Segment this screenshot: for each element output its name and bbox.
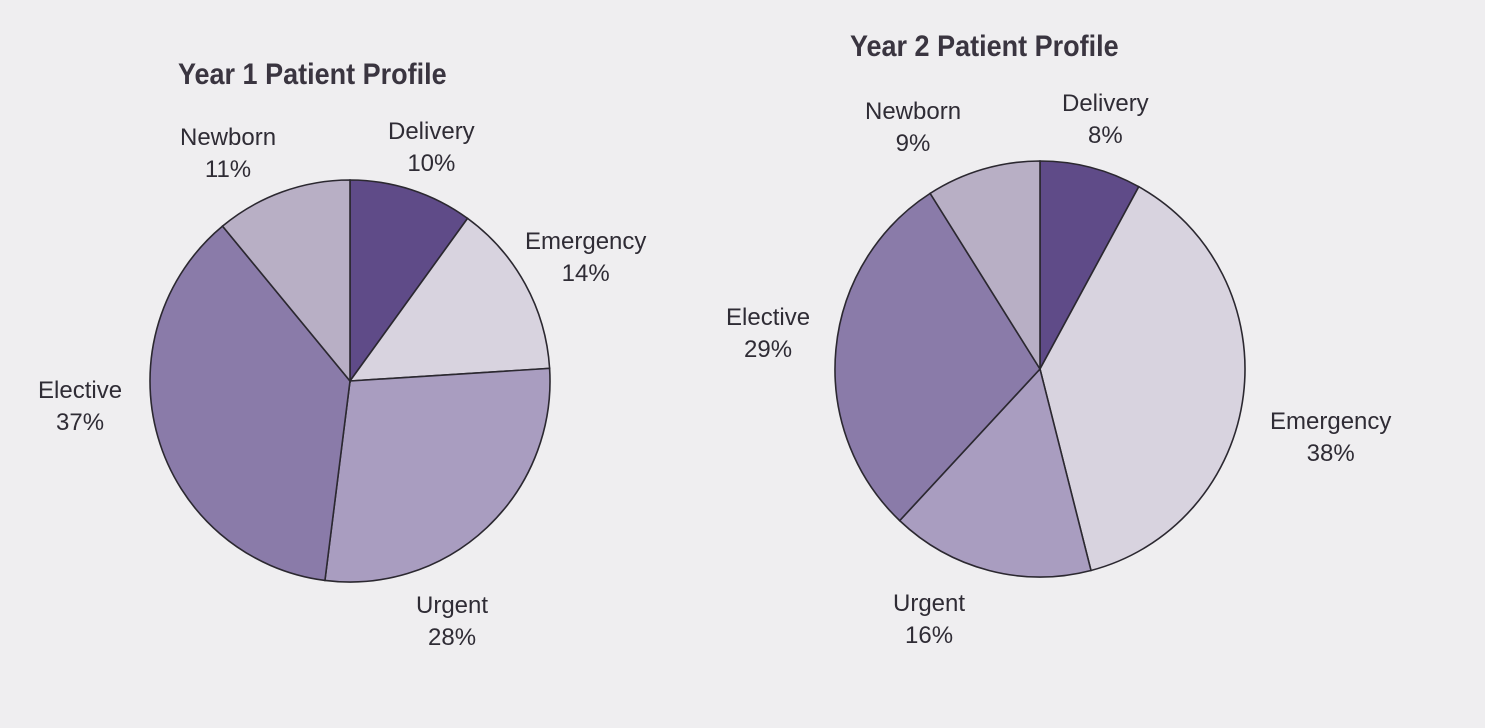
label-elective: Elective 29% — [726, 304, 811, 363]
pie-slice-emergency — [348, 217, 551, 382]
label-delivery: Delivery 8% — [1062, 90, 1149, 149]
pie-slice-newborn — [929, 160, 1041, 372]
label-emergency: Emergency 38% — [1270, 408, 1392, 467]
label-emergency: Emergency 14% — [525, 228, 647, 287]
pie-slice-urgent — [324, 367, 551, 583]
label-newborn: Newborn 11% — [180, 124, 277, 183]
label-newborn: Newborn 9% — [865, 98, 962, 157]
pie-slice-elective — [149, 224, 351, 582]
chart-1-title: Year 1 Patient Profile — [178, 58, 447, 91]
pie-slice-delivery — [349, 179, 469, 384]
label-delivery: Delivery 10% — [388, 118, 475, 177]
pie-slice-elective — [834, 192, 1042, 522]
pie-slice-delivery — [1039, 160, 1140, 370]
label-elective: Elective 37% — [38, 377, 123, 436]
pie-slice-emergency — [1039, 185, 1246, 572]
label-urgent: Urgent 28% — [416, 592, 489, 651]
pie-slice-newborn — [221, 179, 351, 384]
pie-slice-urgent — [898, 367, 1092, 578]
label-urgent: Urgent 16% — [893, 590, 966, 649]
chart-2-title: Year 2 Patient Profile — [850, 30, 1119, 63]
